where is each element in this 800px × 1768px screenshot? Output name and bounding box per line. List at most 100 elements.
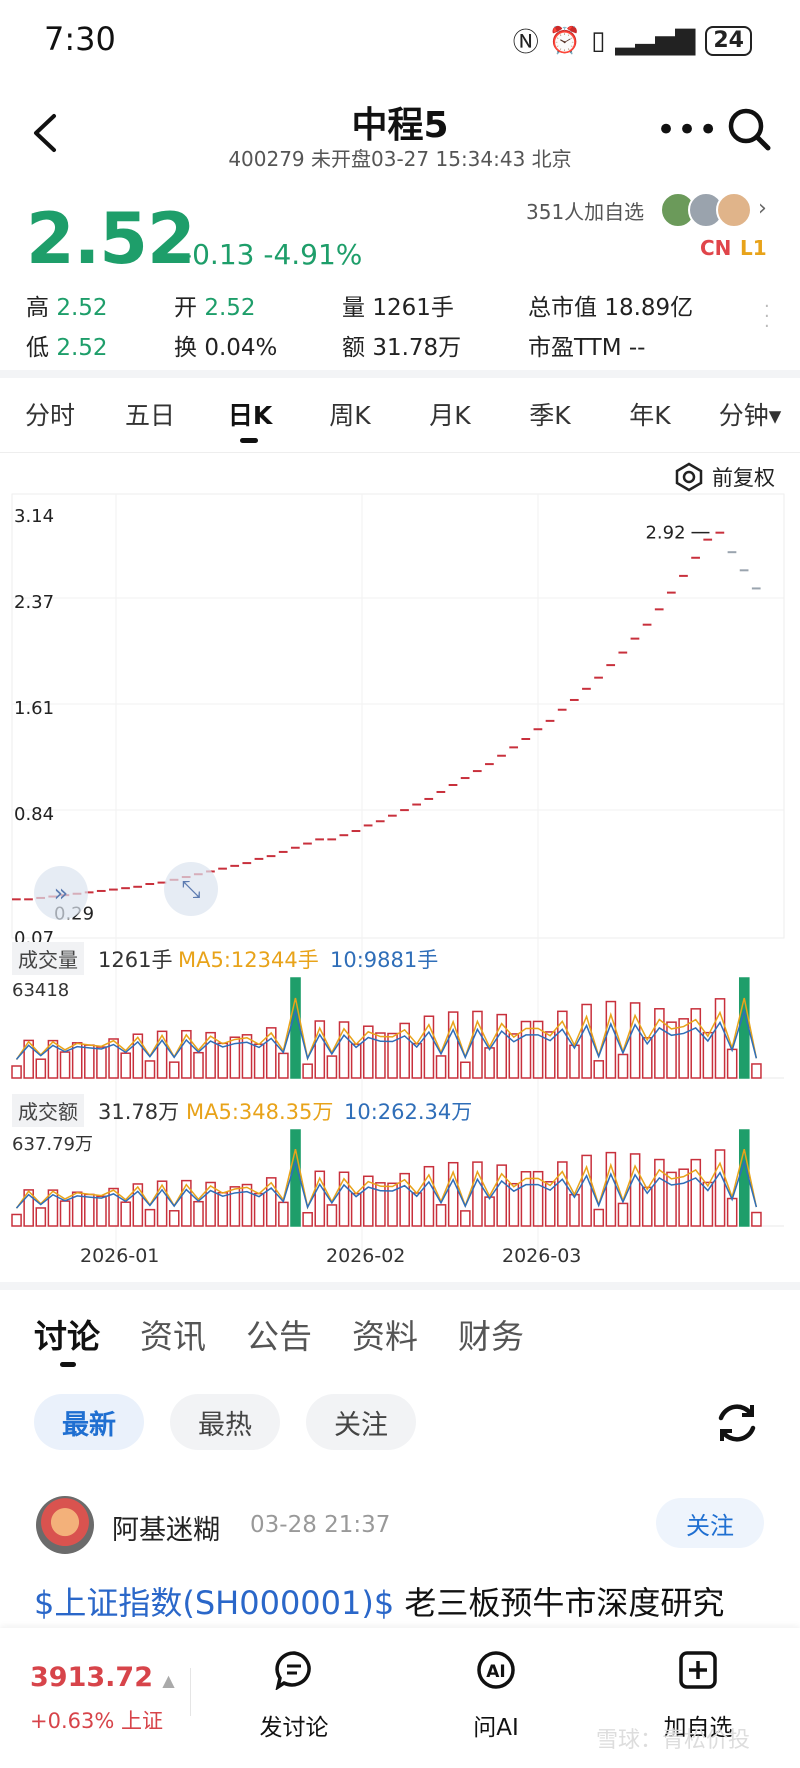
amount-bar [629, 1153, 641, 1227]
amount-bar [302, 1211, 313, 1227]
bottom-bar [0, 1628, 800, 1768]
volume-bar [738, 977, 750, 1079]
search-button[interactable] [724, 104, 774, 154]
more-button[interactable]: ••• [656, 110, 720, 150]
tab-profile[interactable]: 资料 [352, 1317, 418, 1356]
amount-bar [375, 1182, 386, 1227]
amount-bar [84, 1193, 95, 1227]
volume-bar [35, 1058, 47, 1079]
back-button[interactable] [26, 108, 66, 158]
amount-bar [193, 1200, 204, 1227]
tab-jik[interactable]: 季K [529, 401, 571, 430]
follower-avatar [716, 192, 752, 228]
expand-icon[interactable]: ⤡ [164, 862, 218, 916]
tab-rik[interactable]: 日K [227, 401, 273, 430]
status-time: 7:30 [44, 20, 116, 58]
fast-forward-icon[interactable]: » [34, 866, 88, 920]
volume-bar [399, 1022, 410, 1079]
stat-amount: 额 31.78万 [342, 335, 462, 361]
adjust-button[interactable]: 前复权 [674, 462, 775, 492]
tab-discussion[interactable]: 讨论 [34, 1317, 100, 1356]
tab-wuri[interactable]: 五日 [124, 401, 175, 430]
post-text[interactable]: $上证指数(SH000001)$ 老三板预牛市深度研究 [34, 1584, 725, 1622]
amount-panel-label[interactable]: 成交额 [12, 1094, 84, 1127]
refresh-button[interactable] [712, 1398, 762, 1452]
y-tick-label: 3.14 [14, 506, 54, 527]
add-watchlist-button[interactable]: 加自选 [638, 1650, 758, 1742]
avatar[interactable] [36, 1496, 94, 1554]
tab-yuek[interactable]: 月K [429, 401, 471, 430]
post-username[interactable]: 阿基迷糊 [112, 1515, 220, 1546]
volume-bar [447, 1011, 459, 1079]
volume-bar [132, 1033, 144, 1079]
volume-bar [314, 1020, 326, 1079]
cn-badge: CN [700, 236, 732, 260]
amount-bar [593, 1208, 605, 1227]
volume-bar [726, 1048, 738, 1079]
amount-bar [387, 1182, 398, 1227]
amount-bar [617, 1202, 629, 1227]
volume-bar [593, 1060, 605, 1079]
amount-bar [350, 1192, 362, 1227]
volume-bar [544, 1031, 556, 1079]
post-time: 03-28 21:37 [250, 1512, 391, 1538]
tab-fenzhong[interactable]: 分钟▾ [718, 401, 782, 430]
amount-bar [484, 1196, 495, 1227]
volume-bar [714, 998, 726, 1079]
chevron-right-icon[interactable]: › [758, 196, 767, 221]
ask-ai-button[interactable]: AI 问AI [436, 1650, 556, 1742]
filter-hot[interactable]: 最热 [170, 1394, 280, 1450]
tab-fenshi[interactable]: 分时 [24, 401, 75, 430]
amount-bar [641, 1186, 653, 1227]
divider [0, 370, 800, 378]
tab-news[interactable]: 资讯 [140, 1317, 206, 1356]
volume-bar [375, 1032, 386, 1079]
stat-mktcap: 总市值 18.89亿 [528, 295, 694, 321]
volume-bar [168, 1061, 180, 1079]
amount-bar [702, 1181, 714, 1227]
volume-bar [435, 1055, 447, 1079]
tab-announcement[interactable]: 公告 [246, 1317, 312, 1356]
volume-bar [144, 1060, 156, 1079]
amount-bar [496, 1164, 508, 1227]
amount-bar [569, 1193, 580, 1227]
chat-bubble-icon [275, 1651, 311, 1691]
high-label: 2.92 [645, 523, 685, 544]
amount-bar [168, 1210, 180, 1227]
kline-chart[interactable]: 3.142.371.610.840.072.920.292026-012026-… [0, 490, 800, 1280]
volume-bar [484, 1047, 495, 1079]
index-value[interactable]: 3913.72 ▲ [30, 1662, 175, 1693]
filter-following[interactable]: 关注 [306, 1394, 416, 1450]
volume-bar [265, 1027, 277, 1079]
amount-bar [532, 1170, 544, 1227]
tab-niank[interactable]: 年K [629, 401, 671, 430]
post-discussion-button[interactable]: 发讨论 [234, 1650, 354, 1742]
tab-finance[interactable]: 财务 [458, 1317, 524, 1356]
tab-zhouk[interactable]: 周K [329, 401, 371, 430]
volume-panel-label[interactable]: 成交量 [12, 942, 84, 975]
amount-bar [362, 1175, 374, 1227]
volume-bar [581, 1003, 592, 1079]
volume-bar [47, 1039, 59, 1079]
amount-bar [472, 1161, 483, 1227]
volume-bar [278, 1052, 289, 1079]
active-tab-indicator [240, 438, 258, 443]
ma5-line [15, 1149, 758, 1210]
filter-latest[interactable]: 最新 [34, 1394, 144, 1450]
amount-bar [581, 1154, 592, 1227]
amount-bar [253, 1192, 265, 1227]
ma5-line [15, 997, 758, 1061]
y-tick-label: 0.84 [14, 804, 54, 825]
expand-stats-icon[interactable]: · · · [764, 296, 770, 337]
volume-value: 1261手 [98, 948, 173, 972]
amount-bar [241, 1183, 253, 1227]
amount-bar [435, 1204, 447, 1227]
volume-ma10: 10:9881手 [330, 948, 439, 972]
chevron-left-icon [34, 114, 56, 152]
followers-count[interactable]: 351人加自选 [526, 200, 645, 224]
active-tab-indicator [60, 1362, 76, 1367]
amount-bar [47, 1189, 59, 1227]
stock-link[interactable]: $上证指数(SH000001)$ [34, 1584, 395, 1622]
follow-button[interactable]: 关注 [656, 1498, 764, 1548]
volume-bar [11, 1065, 22, 1079]
